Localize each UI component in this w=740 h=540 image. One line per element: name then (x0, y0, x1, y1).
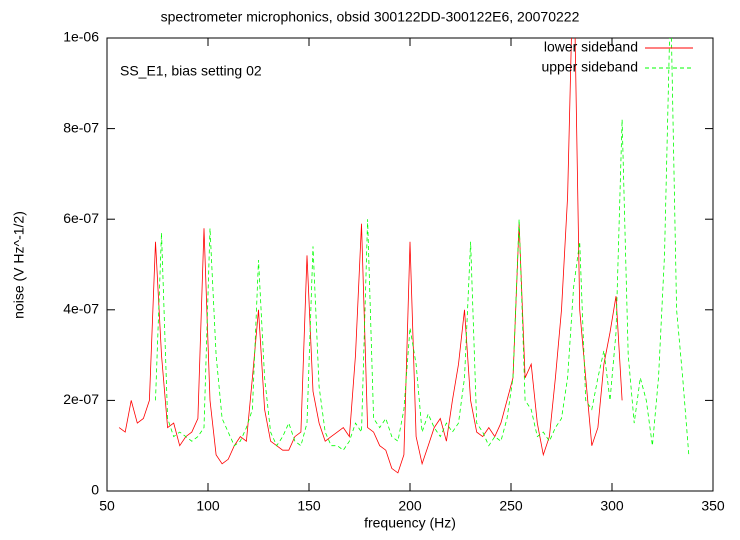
x-tick-label: 300 (600, 498, 624, 514)
y-tick-label: 0 (91, 482, 99, 498)
x-tick-label: 50 (99, 498, 115, 514)
x-tick-label: 100 (196, 498, 220, 514)
x-tick-label: 150 (297, 498, 321, 514)
plot-border (106, 37, 714, 492)
legend-label: upper sideband (541, 59, 638, 75)
plot-area (118, 38, 690, 474)
x-axis-label: frequency (Hz) (364, 515, 456, 531)
y-tick-label: 4e-07 (63, 301, 99, 317)
y-tick-label: 6e-07 (63, 210, 99, 226)
y-tick-label: 2e-07 (63, 391, 99, 407)
chart-title: spectrometer microphonics, obsid 300122D… (161, 9, 580, 25)
y-tick-label: 8e-07 (63, 119, 99, 135)
annotation: SS_E1, bias setting 02 (120, 63, 262, 79)
x-tick-label: 350 (701, 498, 725, 514)
x-tick-label: 250 (499, 498, 523, 514)
series-line (118, 38, 623, 474)
x-tick-label: 200 (398, 498, 422, 514)
y-tick-label: 1e-06 (63, 29, 99, 45)
legend-label: lower sideband (544, 39, 638, 55)
y-axis-label: noise (V Hz^-1/2) (11, 211, 27, 319)
